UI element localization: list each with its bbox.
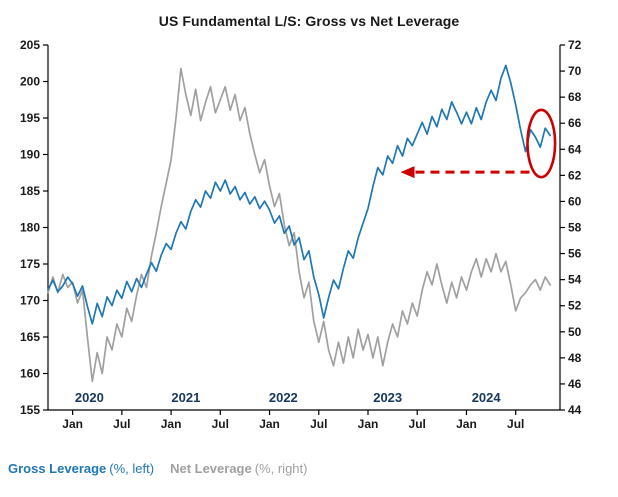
x-tick-label: Jul bbox=[310, 417, 327, 431]
left-tick-label: 155 bbox=[20, 403, 40, 417]
x-tick-label: Jan bbox=[259, 417, 280, 431]
right-tick-label: 60 bbox=[568, 194, 582, 208]
right-tick-label: 50 bbox=[568, 325, 582, 339]
legend-gross-name: Gross Leverage bbox=[8, 461, 107, 476]
right-tick-label: 68 bbox=[568, 90, 582, 104]
x-tick-label: Jan bbox=[62, 417, 83, 431]
legend-net: Net Leverage (%, right) bbox=[170, 461, 307, 476]
left-tick-label: 170 bbox=[20, 294, 40, 308]
left-tick-label: 190 bbox=[20, 148, 40, 162]
gross-leverage-line bbox=[47, 64, 552, 325]
right-tick-label: 46 bbox=[568, 377, 582, 391]
x-tick-label: Jul bbox=[409, 417, 426, 431]
left-tick-label: 175 bbox=[20, 257, 40, 271]
year-label: 2023 bbox=[373, 390, 402, 405]
chart-title: US Fundamental L/S: Gross vs Net Leverag… bbox=[158, 13, 460, 29]
right-tick-label: 48 bbox=[568, 351, 582, 365]
year-label: 2022 bbox=[269, 390, 298, 405]
right-tick-label: 72 bbox=[568, 38, 582, 52]
left-tick-label: 165 bbox=[20, 330, 40, 344]
legend-net-name: Net Leverage bbox=[170, 461, 252, 476]
x-tick-label: Jul bbox=[113, 417, 130, 431]
right-tick-label: 58 bbox=[568, 221, 582, 235]
right-tick-label: 44 bbox=[568, 403, 582, 417]
legend-gross-suffix: (%, left) bbox=[109, 461, 155, 476]
left-tick-label: 160 bbox=[20, 367, 40, 381]
right-tick-label: 56 bbox=[568, 247, 582, 261]
x-tick-label: Jul bbox=[507, 417, 524, 431]
x-tick-label: Jan bbox=[358, 417, 379, 431]
right-tick-label: 62 bbox=[568, 168, 582, 182]
right-tick-label: 64 bbox=[568, 142, 582, 156]
right-tick-label: 70 bbox=[568, 64, 582, 78]
right-tick-label: 54 bbox=[568, 273, 582, 287]
left-tick-label: 180 bbox=[20, 221, 40, 235]
x-tick-label: Jan bbox=[161, 417, 182, 431]
right-tick-label: 52 bbox=[568, 299, 582, 313]
legend: Gross Leverage (%, left) Net Leverage (%, … bbox=[8, 461, 307, 476]
annotation-ellipse bbox=[526, 108, 557, 179]
year-label: 2021 bbox=[171, 390, 200, 405]
net-leverage-line bbox=[47, 67, 552, 383]
year-label: 2024 bbox=[472, 390, 502, 405]
x-tick-label: Jul bbox=[212, 417, 229, 431]
left-tick-label: 195 bbox=[20, 111, 40, 125]
year-label: 2020 bbox=[75, 390, 104, 405]
legend-gross: Gross Leverage (%, left) bbox=[8, 461, 154, 476]
left-tick-label: 200 bbox=[20, 75, 40, 89]
annotation-arrow-head bbox=[400, 166, 415, 179]
x-tick-label: Jan bbox=[456, 417, 477, 431]
right-tick-label: 66 bbox=[568, 116, 582, 130]
legend-net-suffix: (%, right) bbox=[254, 461, 308, 476]
left-tick-label: 185 bbox=[20, 184, 40, 198]
left-tick-label: 205 bbox=[20, 38, 40, 52]
